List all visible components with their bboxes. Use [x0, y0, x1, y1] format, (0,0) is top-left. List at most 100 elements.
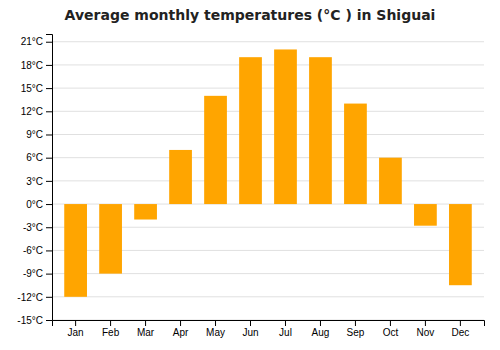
y-axis-line [46, 35, 53, 321]
y-tick-mark [46, 320, 52, 321]
x-tick: Feb [102, 320, 120, 338]
x-tick: Oct [383, 320, 399, 338]
bar [204, 96, 227, 204]
y-tick-mark [46, 274, 52, 275]
x-tick-label: Mar [137, 327, 155, 338]
bar [169, 150, 192, 204]
x-axis-line [53, 321, 485, 327]
x-tick: Nov [417, 320, 435, 338]
y-tick-label: -9°C [23, 268, 43, 279]
grid-line [52, 111, 484, 112]
y-tick-label: 9°C [26, 129, 43, 140]
plot: -15°C -12°C -9°C -6°C -3°C 0°C 3°C 6°C 9°C 12°C 15… [17, 35, 484, 339]
y-tick-mark [46, 227, 52, 228]
y-tick-label: -12°C [17, 292, 43, 303]
grid-line [52, 41, 484, 42]
bar [99, 204, 122, 274]
y-tick: 15°C [21, 83, 52, 94]
x-tick: Apr [173, 320, 189, 338]
y-tick: -15°C [17, 315, 52, 326]
y-tick-label: 21°C [21, 36, 43, 47]
x-tick-mark [425, 320, 426, 326]
x-tick-mark [110, 320, 111, 326]
y-tick: 21°C [21, 36, 52, 47]
x-tick-label: Sep [347, 327, 365, 338]
x-tick-label: Nov [417, 327, 435, 338]
y-tick-mark [46, 65, 52, 66]
x-tick-mark [180, 320, 181, 326]
y-tick: 3°C [26, 176, 52, 187]
bar [414, 204, 437, 226]
x-tick-label: Jul [279, 327, 292, 338]
chart: -15°C -12°C -9°C -6°C -3°C 0°C 3°C 6°C 9°C 12°C 15… [0, 0, 500, 350]
x-axis: Jan Feb Mar Apr May Jun Jul Aug Sep Oct Nov Dec [53, 320, 485, 338]
y-tick-label: 18°C [21, 60, 43, 71]
x-tick-mark [215, 320, 216, 326]
y-tick: 0°C [26, 199, 52, 210]
bar [344, 104, 367, 204]
grid-line [52, 88, 484, 89]
y-tick-mark [46, 134, 52, 135]
y-axis: -15°C -12°C -9°C -6°C -3°C 0°C 3°C 6°C 9°C 12°C 15… [17, 35, 52, 326]
title: Average monthly temperatures (°C ) in Sh… [65, 7, 436, 23]
x-tick-mark [355, 320, 356, 326]
x-tick-mark [390, 320, 391, 326]
y-tick-mark [46, 297, 52, 298]
x-tick-mark [145, 320, 146, 326]
y-tick-mark [46, 250, 52, 251]
x-tick-label: Jun [242, 327, 258, 338]
y-tick-label: 3°C [26, 176, 43, 187]
bar [274, 49, 297, 204]
x-tick: Aug [312, 320, 330, 338]
bar [239, 57, 262, 204]
y-tick-mark [46, 42, 52, 43]
bar [64, 204, 87, 297]
y-tick-label: 0°C [26, 199, 43, 210]
x-tick-mark [460, 320, 461, 326]
x-tick-label: Apr [173, 327, 189, 338]
grid-line [52, 296, 484, 297]
y-tick-mark [46, 88, 52, 89]
x-tick-label: May [206, 327, 225, 338]
y-tick-label: 6°C [26, 152, 43, 163]
y-tick: 6°C [26, 152, 52, 163]
x-tick-label: Dec [451, 327, 469, 338]
y-tick-label: 12°C [21, 106, 43, 117]
x-tick: Jul [279, 320, 292, 338]
y-tick-mark [46, 204, 52, 205]
y-tick: 18°C [21, 60, 52, 71]
x-tick-label: Jan [68, 327, 84, 338]
x-tick-mark [285, 320, 286, 326]
y-tick-label: -15°C [17, 315, 43, 326]
x-tick: Jan [68, 320, 84, 338]
x-tick-mark [250, 320, 251, 326]
grid-line [52, 64, 484, 65]
grid-line [52, 157, 484, 158]
bar [309, 57, 332, 204]
grid-line [52, 180, 484, 181]
y-tick-mark [46, 158, 52, 159]
y-tick: 9°C [26, 129, 52, 140]
grid-line [52, 134, 484, 135]
y-tick-label: -6°C [23, 245, 43, 256]
grid [52, 42, 484, 320]
x-tick: Sep [347, 320, 365, 338]
x-tick-mark [320, 320, 321, 326]
x-tick-mark [75, 320, 76, 326]
x-tick: Mar [137, 320, 155, 338]
y-tick-mark [46, 111, 52, 112]
y-tick-label: -3°C [23, 222, 43, 233]
y-tick: -6°C [23, 245, 52, 256]
bar [134, 204, 157, 219]
y-tick: -9°C [23, 268, 52, 279]
y-tick-mark [46, 181, 52, 182]
x-tick: Dec [451, 320, 469, 338]
bars [64, 49, 472, 296]
x-tick-label: Feb [102, 327, 120, 338]
y-tick: 12°C [21, 106, 52, 117]
y-tick-label: 15°C [21, 83, 43, 94]
x-tick-label: Aug [312, 327, 330, 338]
bar [379, 158, 402, 204]
y-tick: -3°C [23, 222, 52, 233]
y-tick: -12°C [17, 292, 52, 303]
